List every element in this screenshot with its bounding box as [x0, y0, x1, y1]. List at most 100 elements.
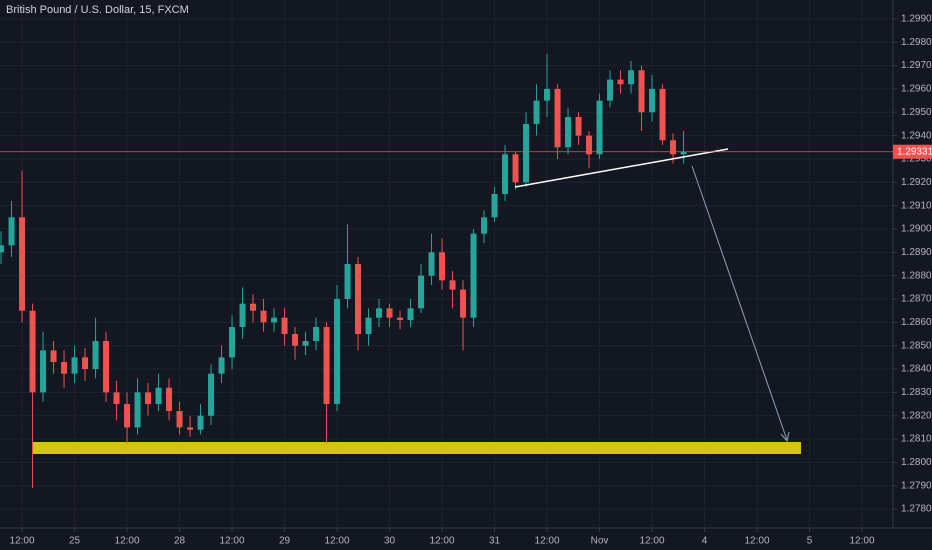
candle-body	[365, 317, 372, 335]
y-tick-label: 1.27800	[901, 504, 932, 515]
candle-body	[260, 310, 267, 323]
candle-body	[397, 317, 404, 321]
candle-body	[71, 357, 78, 374]
candle-body	[439, 252, 446, 281]
candle-body	[103, 341, 110, 393]
candle-body	[197, 415, 204, 430]
candle-body	[355, 264, 362, 335]
x-tick-label: 29	[279, 536, 291, 547]
arrow-head	[780, 431, 790, 443]
candle-body	[460, 289, 467, 318]
candle-body	[470, 233, 477, 318]
x-tick-label: 30	[384, 536, 396, 547]
x-tick-label: 12:00	[535, 536, 560, 547]
candle-body	[124, 404, 131, 428]
candle-body	[323, 327, 330, 405]
candle-body	[617, 79, 624, 85]
x-tick-label: 4	[702, 536, 708, 547]
candle-body	[449, 280, 456, 290]
x-tick-label: 25	[69, 536, 81, 547]
x-tick-label: 12:00	[850, 536, 875, 547]
last-price-box	[893, 144, 932, 159]
y-tick-label: 1.28500	[901, 340, 932, 351]
y-tick-label: 1.28000	[901, 457, 932, 468]
candle-body	[92, 341, 99, 370]
y-tick-label: 1.28900	[901, 247, 932, 258]
y-tick-label: 1.28300	[901, 387, 932, 398]
candle-body	[281, 317, 288, 335]
x-tick-label: 12:00	[745, 536, 770, 547]
candle-body	[250, 303, 257, 311]
candle-body	[145, 392, 152, 405]
candle-body	[607, 79, 614, 101]
candle-body	[575, 116, 582, 136]
candle-body	[407, 308, 414, 321]
x-tick-label: 12:00	[430, 536, 455, 547]
candle-body	[491, 193, 498, 218]
axes: 1.27800 1.27900 1.28000 1.28100 1.28200 1.283…	[0, 14, 932, 547]
x-tick-label: 5	[807, 536, 813, 547]
candles	[0, 53, 687, 489]
y-tick-label: 1.29800	[901, 37, 932, 48]
candle-body	[649, 88, 656, 113]
candle-body	[166, 387, 173, 412]
candle-body	[481, 217, 488, 234]
y-tick-label: 1.29300	[901, 154, 932, 165]
candle-body	[596, 100, 603, 155]
candle-body	[533, 100, 540, 124]
y-tick-label: 1.29600	[901, 84, 932, 95]
candle-body	[50, 350, 57, 363]
x-tick-label: 28	[174, 536, 186, 547]
x-tick-label: 12:00	[325, 536, 350, 547]
y-tick-label: 1.27900	[901, 480, 932, 491]
candle-body	[334, 299, 341, 405]
candle-body	[628, 70, 635, 85]
candle-body	[376, 308, 383, 318]
trend-line	[514, 148, 729, 188]
y-tick-label: 1.28200	[901, 410, 932, 421]
candle-body	[659, 88, 666, 141]
candle-body	[176, 411, 183, 428]
candle-body	[8, 217, 15, 246]
x-tick-label: 12:00	[220, 536, 245, 547]
candle-body	[418, 275, 425, 309]
y-tick-label: 1.29700	[901, 60, 932, 71]
y-tick-label: 1.29400	[901, 130, 932, 141]
x-tick-label: 12:00	[10, 536, 35, 547]
candle-body	[670, 140, 677, 155]
candle-body	[313, 327, 320, 342]
y-tick-label: 1.29500	[901, 107, 932, 118]
candle-body	[155, 387, 162, 405]
candle-body	[134, 392, 141, 428]
candle-body	[523, 123, 530, 183]
candle-body	[187, 427, 194, 430]
x-tick-label: 12:00	[115, 536, 140, 547]
candle-body	[386, 308, 393, 318]
support-zone	[33, 442, 801, 454]
candle-body	[565, 116, 572, 148]
candle-body	[292, 334, 299, 346]
candle-body	[271, 317, 278, 323]
candle-body	[82, 357, 89, 370]
candle-body	[19, 217, 26, 311]
x-tick-label: 12:00	[640, 536, 665, 547]
chart-title: British Pound / U.S. Dollar, 15, FXCM	[6, 4, 189, 16]
last-price-label: 1.29331	[897, 146, 932, 157]
y-tick-label: 1.29200	[901, 177, 932, 188]
candle-body	[302, 341, 309, 346]
x-tick-label: Nov	[591, 536, 609, 547]
y-tick-label: 1.29900	[901, 14, 932, 25]
y-tick-label: 1.28600	[901, 317, 932, 328]
candle-body	[512, 154, 519, 183]
candle-body	[638, 70, 645, 113]
y-tick-label: 1.28800	[901, 270, 932, 281]
y-tick-label: 1.29100	[901, 200, 932, 211]
candle-body	[40, 350, 47, 393]
candle-body	[208, 373, 215, 416]
x-tick-label: 31	[489, 536, 501, 547]
candle-body	[544, 88, 551, 101]
candle-body	[344, 264, 351, 300]
